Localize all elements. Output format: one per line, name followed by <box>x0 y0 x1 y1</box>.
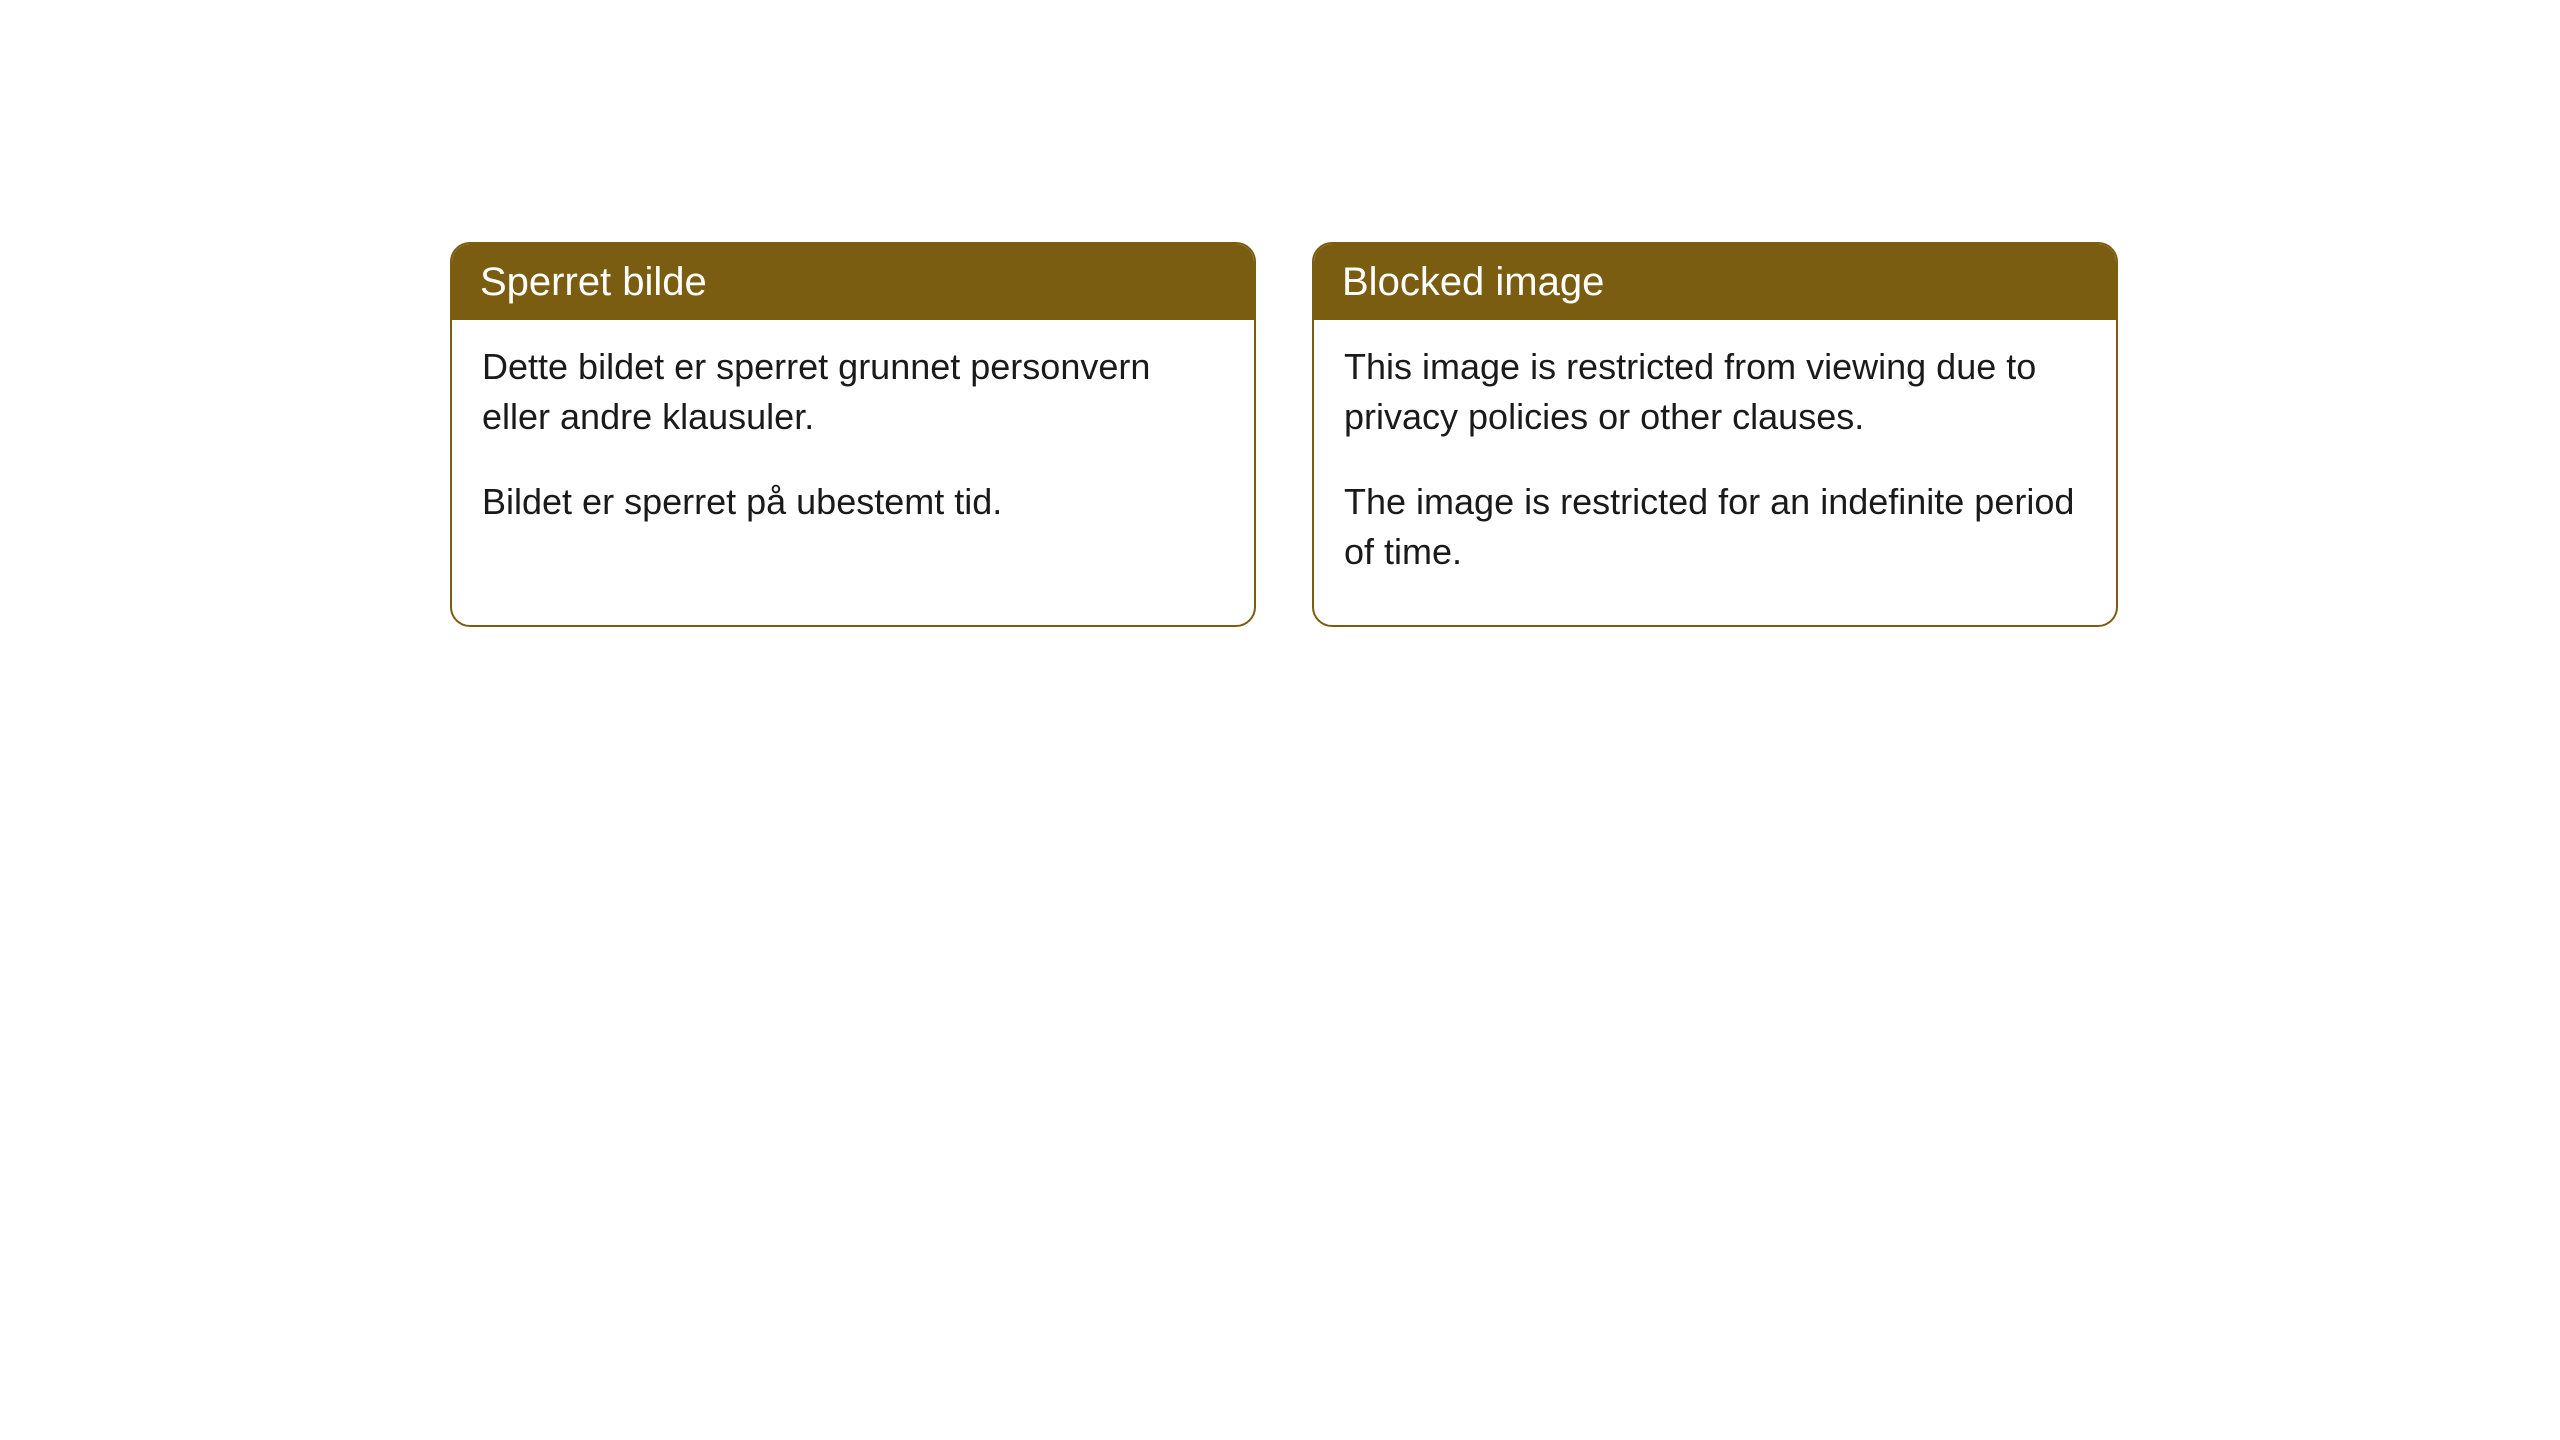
card-body: This image is restricted from viewing du… <box>1314 320 2116 625</box>
card-paragraph: The image is restricted for an indefinit… <box>1344 477 2086 576</box>
card-body: Dette bildet er sperret grunnet personve… <box>452 320 1254 575</box>
blocked-image-card-english: Blocked image This image is restricted f… <box>1312 242 2118 627</box>
card-paragraph: Bildet er sperret på ubestemt tid. <box>482 477 1224 527</box>
cards-container: Sperret bilde Dette bildet er sperret gr… <box>450 242 2118 627</box>
card-header: Sperret bilde <box>452 244 1254 320</box>
blocked-image-card-norwegian: Sperret bilde Dette bildet er sperret gr… <box>450 242 1256 627</box>
card-paragraph: This image is restricted from viewing du… <box>1344 342 2086 441</box>
card-header: Blocked image <box>1314 244 2116 320</box>
card-paragraph: Dette bildet er sperret grunnet personve… <box>482 342 1224 441</box>
